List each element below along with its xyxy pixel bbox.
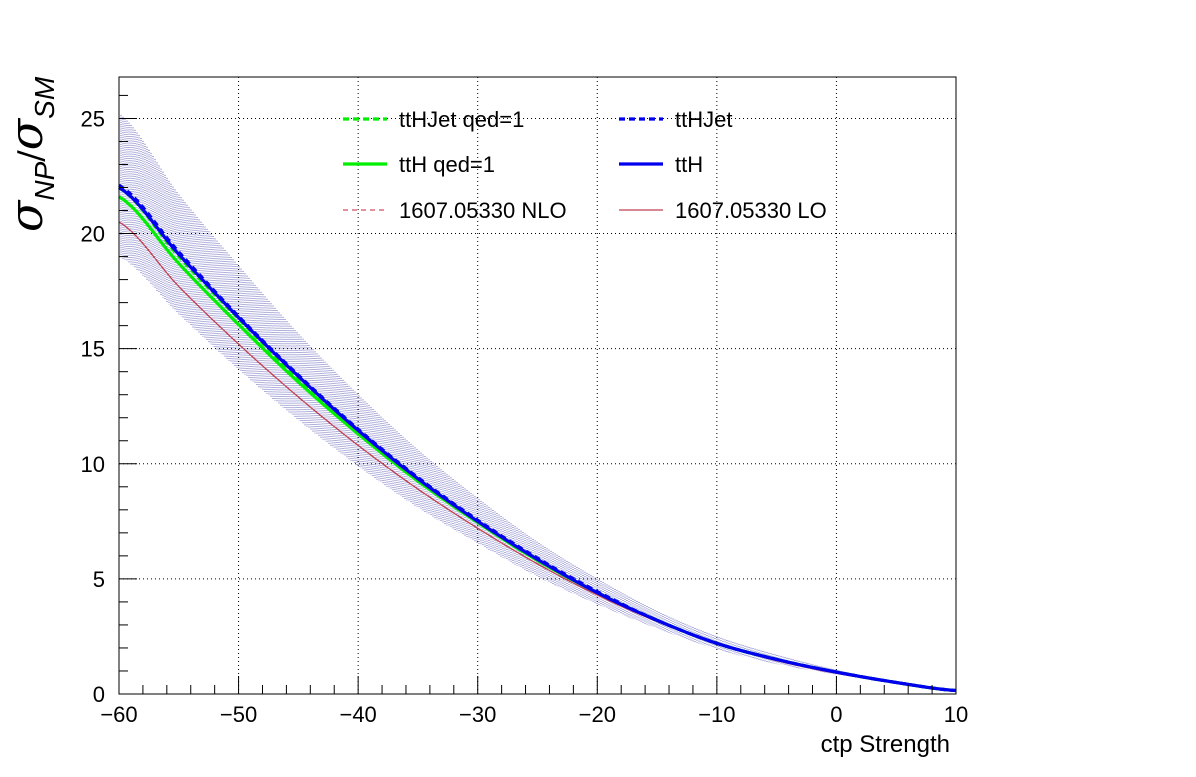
series-line-5 (118, 221, 957, 692)
y-tick-label: 15 (81, 337, 105, 362)
x-tick-label: −10 (698, 702, 735, 727)
x-tick-label: 10 (944, 702, 968, 727)
series-line-2 (118, 195, 957, 693)
series-line-4 (118, 221, 957, 692)
y-axis-title: σNP/σSM (0, 76, 60, 232)
y-axis-sigma-1: σ (0, 199, 53, 232)
y-tick-label: 0 (93, 682, 105, 707)
plot-frame (118, 76, 957, 695)
x-tick-label: −50 (220, 702, 257, 727)
tick-labels: −60 −50 −40 −30 −20 −10 0 10 0 5 10 15 20 25 (81, 106, 969, 727)
y-axis-sigma-2: σ (0, 117, 53, 150)
legend-label-1: ttHJet (675, 107, 732, 132)
x-tick-label: −40 (339, 702, 376, 727)
y-tick-label: 25 (81, 106, 105, 131)
x-tick-label: −20 (579, 702, 616, 727)
y-axis-sub-np: NP (29, 161, 60, 200)
series-line-1 (118, 183, 957, 693)
series-line-3 (118, 186, 957, 693)
series-lines (118, 183, 957, 693)
grid (119, 77, 956, 694)
legend-label-4: 1607.05330 NLO (399, 198, 567, 223)
legend-label-0: ttHJet qed=1 (399, 107, 524, 132)
y-axis-slash: / (11, 150, 51, 162)
y-tick-label: 5 (93, 567, 105, 592)
axis-ticks (118, 94, 957, 695)
svg-text:σNP/σSM: σNP/σSM (0, 76, 60, 232)
x-tick-label: 0 (830, 702, 842, 727)
legend-label-3: ttH (675, 152, 703, 177)
y-axis-sub-sm: SM (29, 76, 60, 119)
x-axis-title: ctp Strength (821, 731, 950, 758)
legend-label-5: 1607.05330 LO (675, 198, 827, 223)
y-tick-label: 10 (81, 452, 105, 477)
x-tick-label: −60 (100, 702, 137, 727)
x-tick-label: −30 (459, 702, 496, 727)
legend-label-2: ttH qed=1 (399, 152, 495, 177)
series-line-0 (118, 186, 957, 693)
y-tick-label: 20 (81, 222, 105, 247)
legend: ttHJet qed=1 ttHJet ttH qed=1 ttH 1607.05330… (343, 107, 827, 223)
